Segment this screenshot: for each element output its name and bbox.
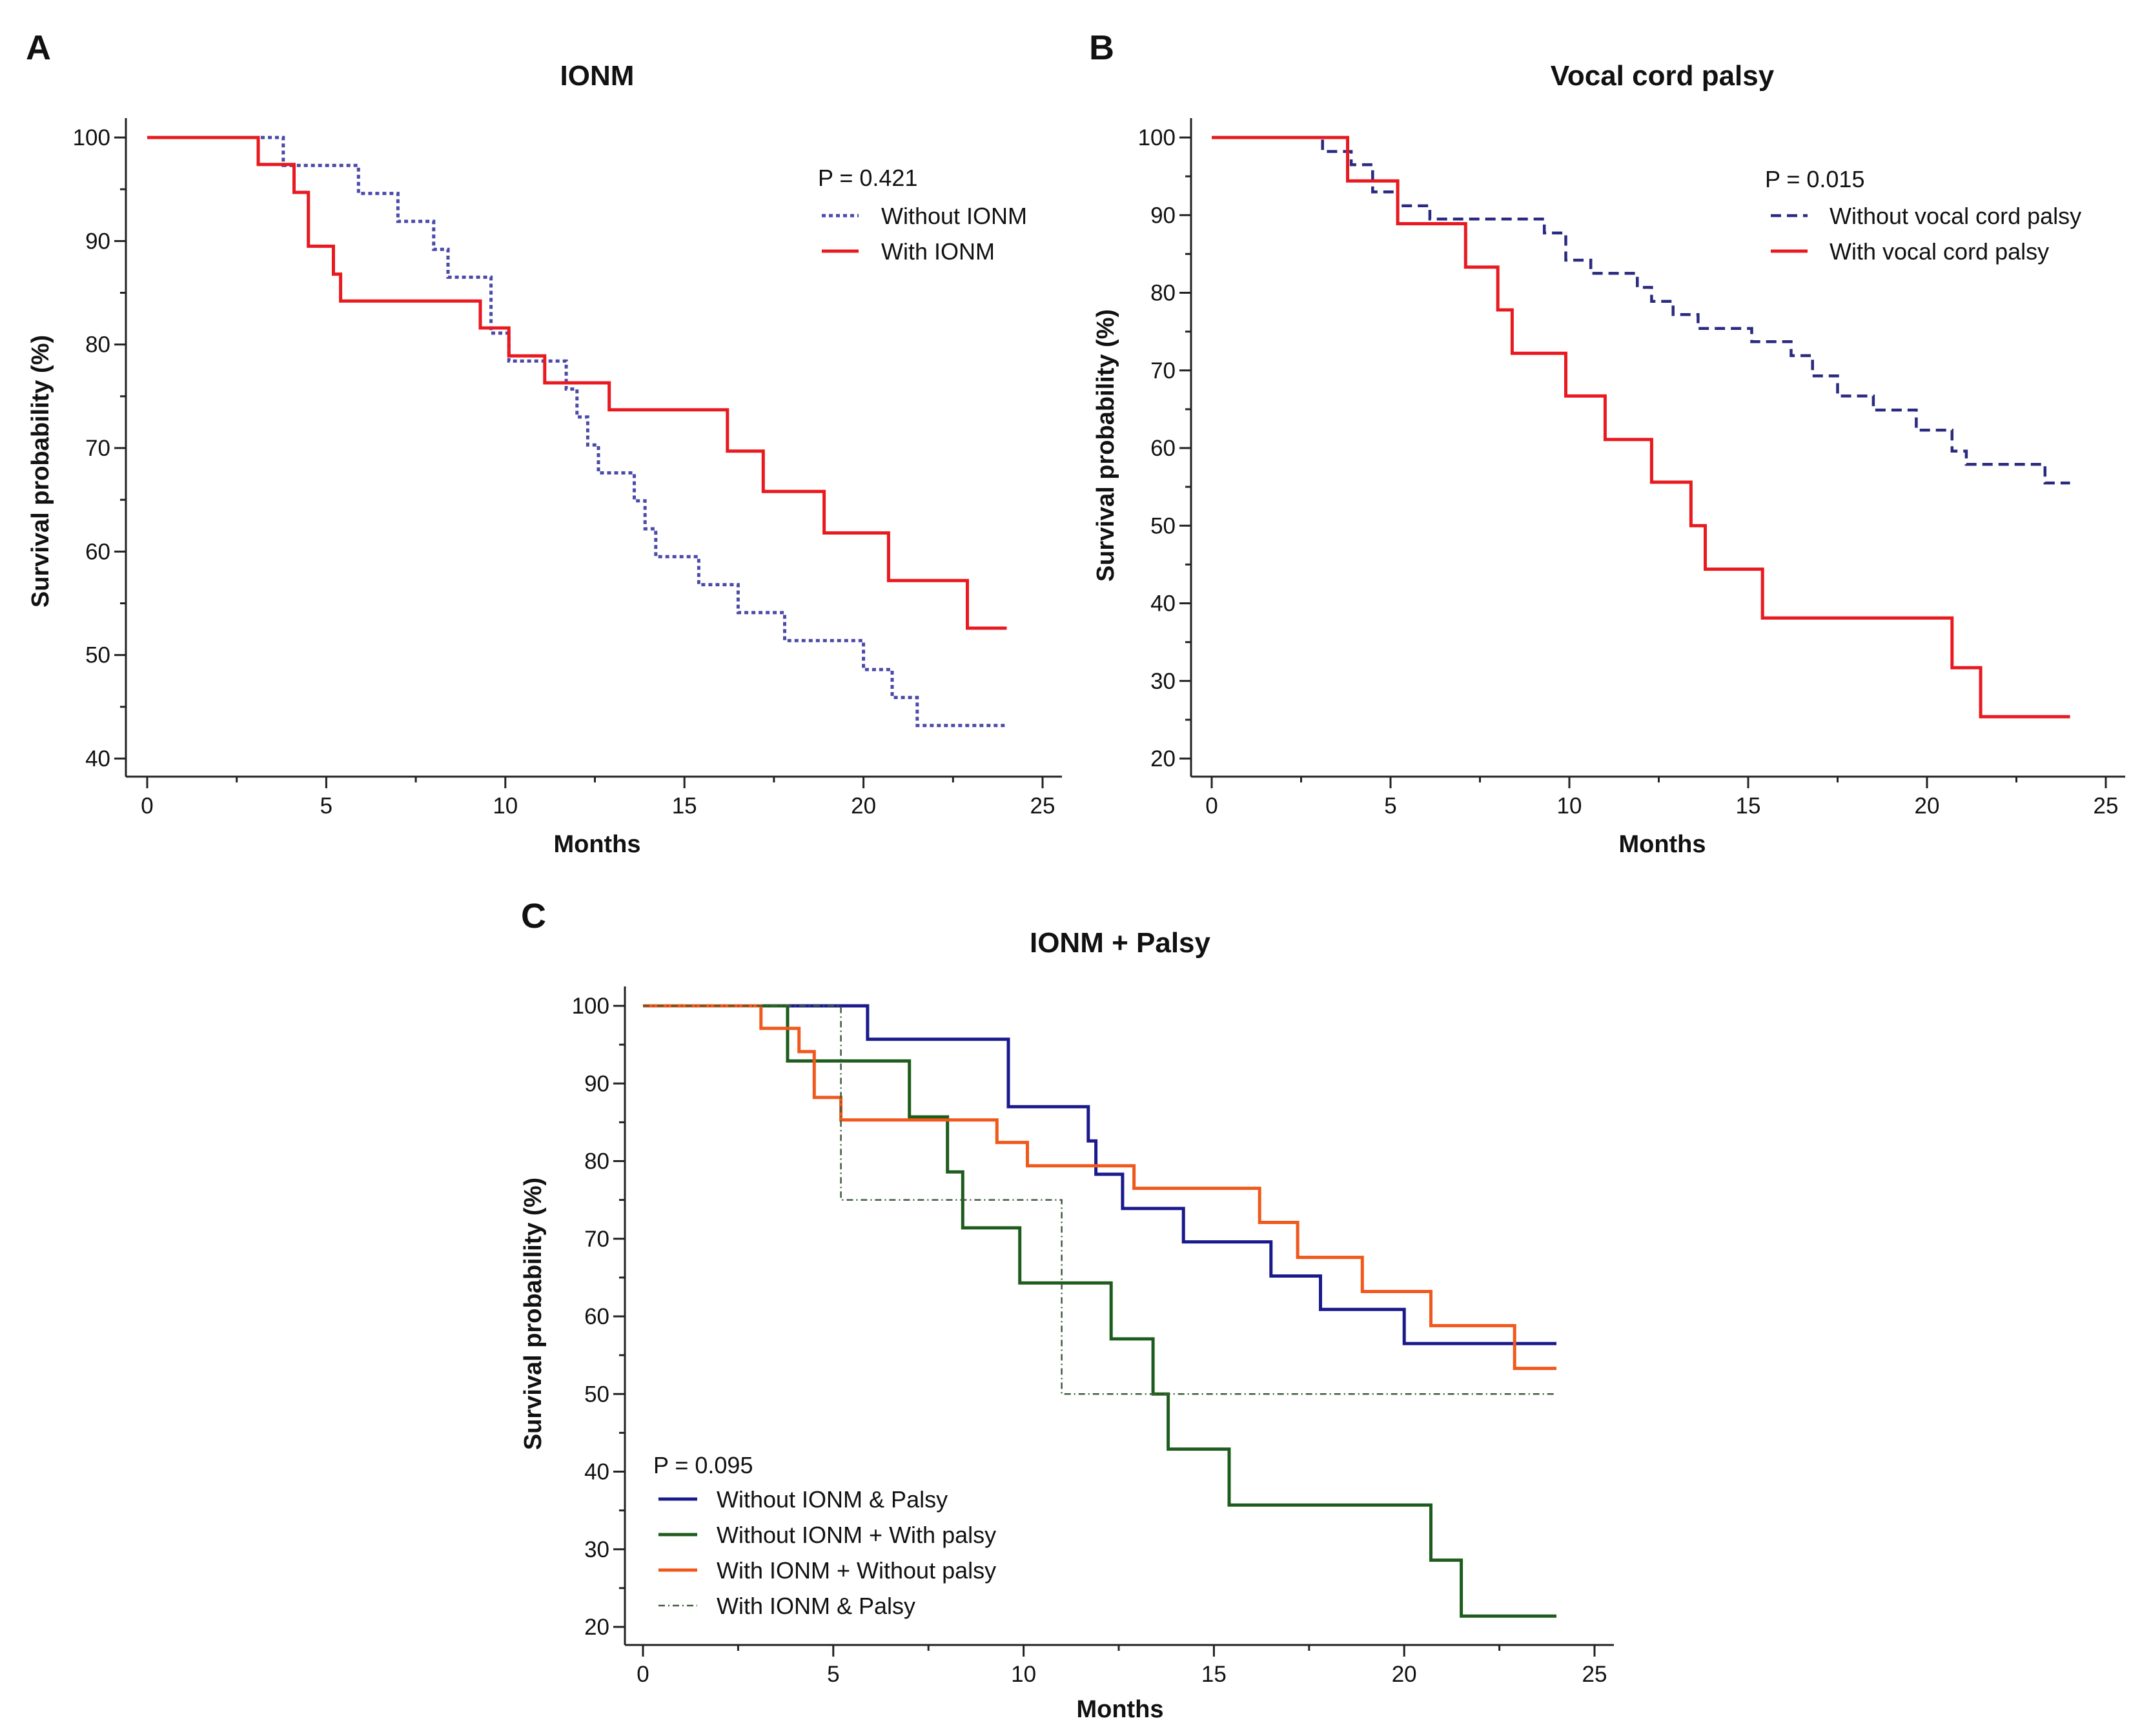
- y-tick-label-c-30: 30: [584, 1537, 609, 1562]
- x-tick-label-c-0: 0: [637, 1662, 649, 1687]
- chart-title-c: IONM + Palsy: [1030, 927, 1211, 959]
- y-tick-label-b-80: 80: [1150, 281, 1176, 306]
- y-tick-label-b-30: 30: [1150, 669, 1176, 694]
- series-line-b-without-vocal-cord-palsy: [1212, 136, 2070, 485]
- x-axis-title-b: Months: [1618, 831, 1706, 858]
- y-tick-label-b-50: 50: [1150, 513, 1176, 538]
- y-tick-label-c-70: 70: [584, 1227, 609, 1252]
- y-tick-label-b-60: 60: [1150, 436, 1176, 461]
- x-tick-label-c-20: 20: [1392, 1662, 1417, 1687]
- series-line-c-without-ionm-plus-with-palsy: [643, 1004, 1556, 1618]
- p-value-b: P = 0.015: [1765, 166, 1864, 192]
- chart-title-a: IONM: [560, 60, 635, 92]
- axes-c: 20 30 40 50 60 70 80 90 100 0 5 10 15 20 25: [572, 986, 1614, 1687]
- y-tick-label-a-70: 70: [85, 436, 110, 461]
- axes-a: 40 50 60 70 80 90 100 0 5 10 15 20 25: [73, 118, 1062, 819]
- x-tick-label-b-0: 0: [1205, 793, 1218, 819]
- x-tick-label-b-25: 25: [2094, 793, 2119, 819]
- x-tick-label-c-5: 5: [827, 1662, 839, 1687]
- y-tick-label-a-80: 80: [85, 332, 110, 358]
- y-axis-title-b: Survival probability (%): [1092, 309, 1119, 582]
- y-tick-label-a-100: 100: [73, 125, 110, 150]
- panel-letter-b: B: [1089, 28, 1114, 67]
- series-line-a-without-ionm: [147, 136, 1007, 728]
- panel-a: A IONM 40 50 60 70 80 90 100 0 5 10 15 20 25 P = 0.4…: [26, 28, 1062, 858]
- y-tick-label-a-50: 50: [85, 643, 110, 668]
- x-tick-label-a-15: 15: [672, 793, 697, 819]
- y-tick-label-c-100: 100: [572, 994, 609, 1019]
- p-value-c: P = 0.095: [653, 1452, 753, 1478]
- legend-label-with-ionm-and-palsy: With IONM & Palsy: [717, 1593, 915, 1619]
- series-line-c-with-ionm-plus-without-palsy: [643, 1004, 1556, 1371]
- x-tick-label-a-10: 10: [493, 793, 518, 819]
- x-tick-label-a-20: 20: [851, 793, 876, 819]
- x-tick-label-a-5: 5: [320, 793, 332, 819]
- legend-a: P = 0.421 Without IONM With IONM: [818, 165, 1027, 265]
- series-line-a-with-ionm: [147, 136, 1007, 630]
- y-tick-label-c-50: 50: [584, 1382, 609, 1407]
- y-tick-label-a-90: 90: [85, 229, 110, 254]
- y-tick-label-c-90: 90: [584, 1071, 609, 1096]
- y-tick-label-b-100: 100: [1138, 125, 1176, 150]
- panel-c: C IONM + Palsy 20 30 40 50 60 70 80 90 100 0 5 10 15…: [520, 897, 1614, 1723]
- legend-label-without-ionm-with-palsy: Without IONM + With palsy: [717, 1522, 996, 1548]
- series-line-c-without-ionm-and-palsy: [643, 1004, 1556, 1345]
- x-axis-title-a: Months: [553, 831, 640, 858]
- legend-c: P = 0.095 Without IONM & Palsy Without I…: [653, 1452, 996, 1619]
- series-c: [643, 1004, 1556, 1618]
- x-tick-label-b-5: 5: [1384, 793, 1396, 819]
- chart-title-b: Vocal cord palsy: [1551, 60, 1775, 92]
- p-value-a: P = 0.421: [818, 165, 917, 191]
- x-tick-label-a-25: 25: [1030, 793, 1055, 819]
- panel-letter-c: C: [521, 897, 546, 935]
- legend-label-with-ionm: With IONM: [881, 238, 995, 265]
- series-b: [1212, 136, 2070, 719]
- y-tick-label-c-20: 20: [584, 1615, 609, 1640]
- legend-label-without-palsy: Without vocal cord palsy: [1830, 203, 2081, 229]
- x-tick-label-a-0: 0: [141, 793, 153, 819]
- x-tick-label-c-25: 25: [1582, 1662, 1607, 1687]
- y-tick-label-b-40: 40: [1150, 591, 1176, 617]
- x-tick-label-b-15: 15: [1736, 793, 1761, 819]
- series-a: [147, 136, 1007, 728]
- panel-b: B Vocal cord palsy 20 30 40 50 60 70 80 90 100 0 5…: [1089, 28, 2125, 858]
- y-tick-label-c-60: 60: [584, 1304, 609, 1329]
- legend-label-with-ionm-without-palsy: With IONM + Without palsy: [717, 1557, 996, 1584]
- series-line-b-with-vocal-cord-palsy: [1212, 136, 2070, 719]
- y-axis-title-c: Survival probability (%): [520, 1178, 547, 1450]
- x-tick-label-c-15: 15: [1201, 1662, 1227, 1687]
- legend-b: P = 0.015 Without vocal cord palsy With …: [1765, 166, 2081, 265]
- legend-label-without-ionm-and-palsy: Without IONM & Palsy: [717, 1486, 948, 1513]
- x-tick-label-b-10: 10: [1557, 793, 1582, 819]
- y-tick-label-a-40: 40: [85, 746, 110, 771]
- panel-letter-a: A: [26, 28, 51, 67]
- y-tick-label-b-20: 20: [1150, 746, 1176, 771]
- y-tick-label-c-40: 40: [584, 1460, 609, 1485]
- y-axis-title-a: Survival probability (%): [27, 335, 54, 608]
- x-axis-title-c: Months: [1076, 1696, 1163, 1723]
- x-tick-label-c-10: 10: [1011, 1662, 1036, 1687]
- legend-label-without-ionm: Without IONM: [881, 203, 1027, 229]
- x-tick-label-b-20: 20: [1915, 793, 1940, 819]
- y-tick-label-b-70: 70: [1150, 358, 1176, 383]
- axes-b: 20 30 40 50 60 70 80 90 100 0 5 10 15 20 25: [1138, 118, 2125, 819]
- y-tick-label-a-60: 60: [85, 539, 110, 564]
- y-tick-label-b-90: 90: [1150, 203, 1176, 228]
- series-line-c-with-ionm-and-palsy: [643, 1005, 1556, 1395]
- legend-label-with-palsy: With vocal cord palsy: [1830, 238, 2049, 265]
- y-tick-label-c-80: 80: [584, 1149, 609, 1174]
